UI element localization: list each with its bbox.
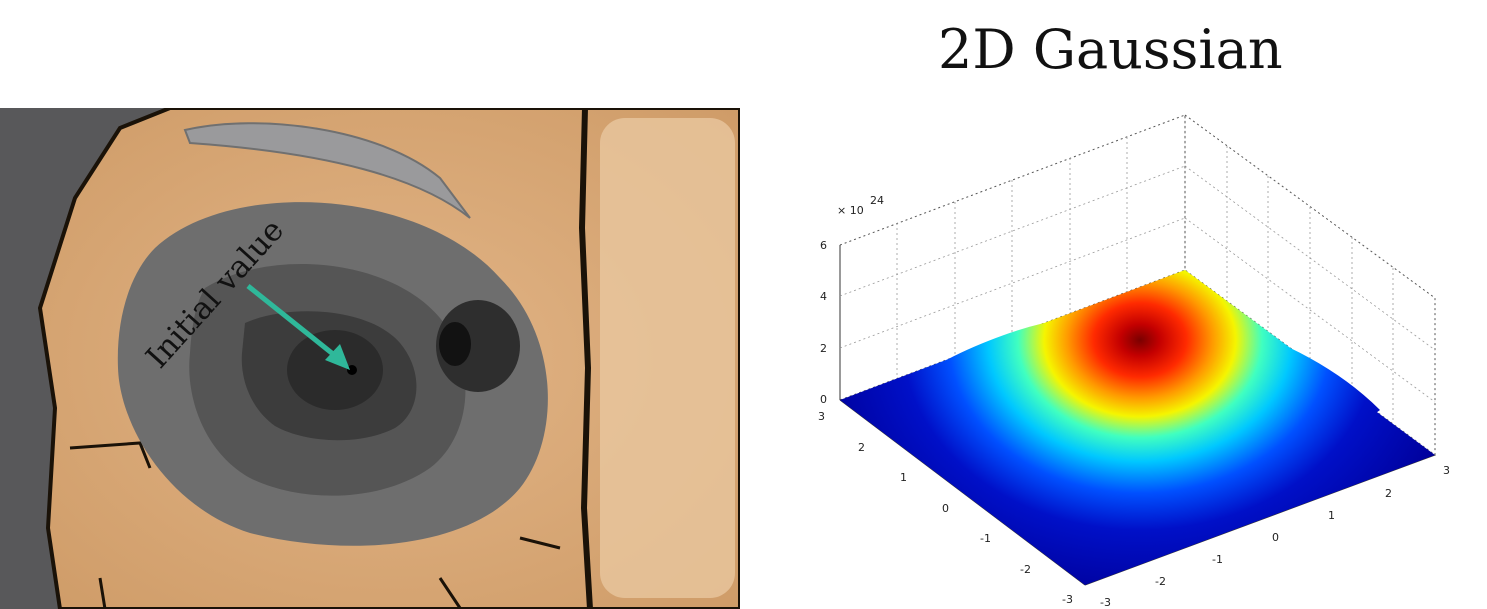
annotation-arrow [246,284,340,360]
surface-peak [905,306,1380,497]
grid-lines [839,137,1436,423]
z-scale-base: × 10 [837,204,864,217]
x-tick: 1 [1328,509,1335,522]
feather-shape [183,122,471,219]
y-tick: -2 [1020,563,1031,576]
x-tick: -2 [1155,575,1166,588]
y-tick: 1 [900,471,907,484]
y-tick: 2 [858,441,865,454]
x-tick: 3 [1443,464,1450,477]
z-tick: 4 [820,290,827,303]
z-tick: 6 [820,239,827,252]
annotation-arrowhead [325,344,350,370]
z-scale-exponent: 24 [870,194,884,207]
board-divider [578,108,593,609]
crack-line [69,441,561,609]
x-tick: -1 [1212,553,1223,566]
y-tick: 0 [942,502,949,515]
y-tick: 3 [818,410,825,423]
plot-title: 2D Gaussian [938,18,1283,81]
knot-center [439,322,471,366]
segmentation-image: Initial value [0,108,740,609]
y-tick: -3 [1062,593,1073,606]
y-tick: -1 [980,532,991,545]
x-tick: 0 [1272,531,1279,544]
seed-point [347,365,357,375]
z-tick: 2 [820,342,827,355]
surface-plot: × 10 24 6 4 2 0 3 2 1 0 -1 -2 -3 -3 -2 -… [818,114,1450,609]
region-core [287,330,383,410]
z-tick: 0 [820,393,827,406]
x-tick: 2 [1385,487,1392,500]
x-tick: -3 [1100,596,1111,609]
right-board [600,118,735,598]
